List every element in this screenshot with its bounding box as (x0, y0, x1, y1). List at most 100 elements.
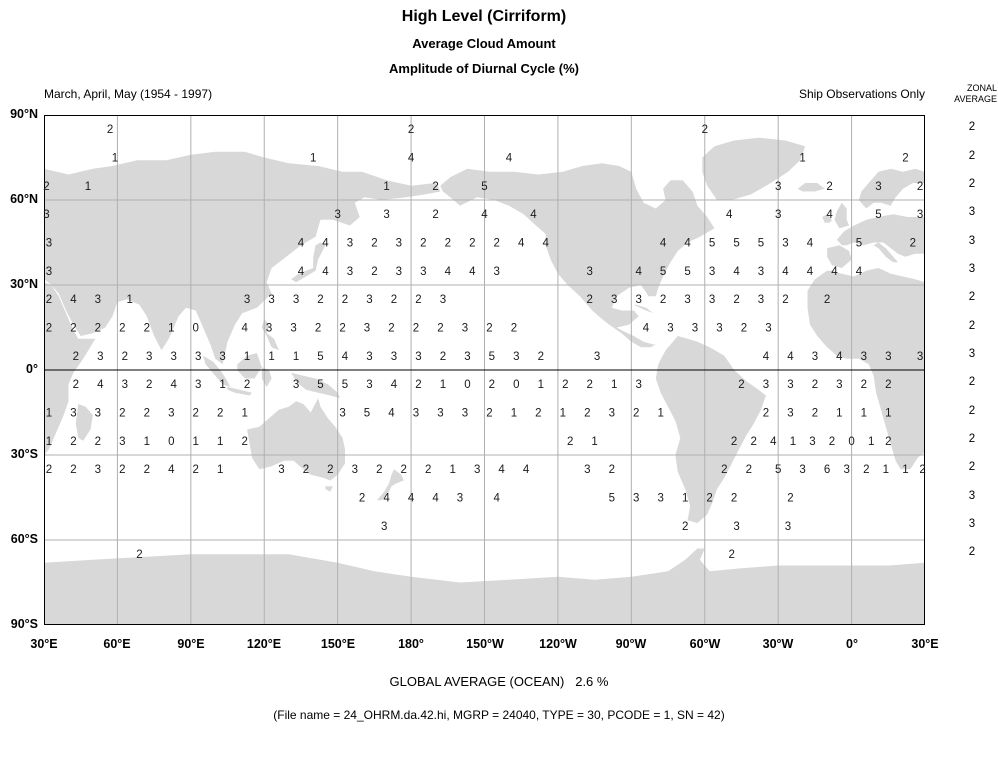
data-value: 4 (298, 238, 305, 250)
zonal-header-line2: AVERAGE (954, 93, 997, 104)
zonal-average-header: ZONAL AVERAGE (948, 83, 997, 104)
data-value: 2 (486, 323, 492, 335)
data-value: 4 (831, 266, 838, 278)
data-value: 3 (396, 238, 402, 250)
data-value: 3 (758, 294, 764, 306)
data-value: 4 (342, 351, 349, 363)
data-value: 4 (383, 493, 390, 505)
data-value: 1 (217, 436, 223, 448)
data-value: 0 (464, 379, 470, 391)
data-value: 3 (709, 266, 715, 278)
data-value: 3 (861, 351, 867, 363)
data-value: 3 (366, 379, 372, 391)
data-value: 2 (70, 464, 76, 476)
data-value: 4 (408, 493, 415, 505)
data-value: 2 (910, 238, 916, 250)
data-value: 3 (716, 323, 722, 335)
data-value: 2 (73, 379, 79, 391)
data-value: 2 (812, 379, 818, 391)
data-value: 3 (684, 294, 690, 306)
data-value: 1 (883, 464, 889, 476)
data-value: 2 (420, 238, 426, 250)
data-value: 2 (782, 294, 788, 306)
lon-axis-label: 120°W (539, 637, 577, 651)
land-shape (655, 336, 766, 523)
data-value: 2 (359, 493, 365, 505)
data-value: 0 (168, 436, 174, 448)
data-value: 3 (763, 379, 769, 391)
data-value: 3 (635, 294, 641, 306)
data-value: 3 (415, 351, 421, 363)
data-value: 3 (782, 238, 788, 250)
lon-axis-label: 150°E (320, 637, 356, 651)
data-value: 3 (352, 464, 358, 476)
data-value: 2 (826, 181, 832, 193)
data-value: 5 (875, 209, 881, 221)
chart-subtitle: Average Cloud Amount (412, 36, 556, 51)
data-value: 1 (790, 436, 796, 448)
data-value: 3 (594, 351, 600, 363)
data-value: 2 (885, 379, 891, 391)
data-value: 2 (445, 238, 451, 250)
zonal-average-value: 2 (968, 150, 976, 162)
data-value: 3 (97, 351, 103, 363)
land-shape (827, 245, 852, 268)
data-value: 3 (474, 464, 480, 476)
data-value: 2 (763, 408, 769, 420)
data-value: 4 (787, 351, 794, 363)
data-value: 3 (383, 209, 389, 221)
data-value: 4 (836, 351, 843, 363)
data-value: 3 (70, 408, 76, 420)
data-value: 1 (885, 408, 891, 420)
land-shape (702, 137, 806, 200)
data-value: 0 (848, 436, 854, 448)
data-value: 4 (168, 464, 175, 476)
land-shape (291, 372, 341, 399)
data-value: 4 (170, 379, 177, 391)
data-value: 1 (310, 153, 316, 165)
data-value: 5 (609, 493, 615, 505)
data-value: 4 (733, 266, 740, 278)
zonal-average-value: 3 (968, 490, 976, 502)
data-value: 2 (107, 124, 113, 136)
data-value: 3 (611, 294, 617, 306)
data-value: 1 (611, 379, 617, 391)
zonal-average-value: 2 (968, 121, 976, 133)
zonal-average-value: 2 (968, 291, 976, 303)
data-value: 3 (195, 351, 201, 363)
data-value: 3 (609, 408, 615, 420)
data-value: 4 (469, 266, 476, 278)
data-value: 1 (192, 436, 198, 448)
data-value: 1 (538, 379, 544, 391)
data-value: 5 (660, 266, 666, 278)
data-value: 5 (733, 238, 739, 250)
lat-axis-label: 90°S (10, 617, 38, 631)
data-value: 4 (542, 238, 549, 250)
data-value: 4 (660, 238, 667, 250)
data-value: 3 (586, 266, 592, 278)
data-value: 2 (144, 408, 150, 420)
data-value: 1 (293, 351, 299, 363)
data-value: 4 (807, 266, 814, 278)
data-value: 3 (513, 351, 519, 363)
land-shape (822, 214, 832, 223)
data-value: 3 (464, 351, 470, 363)
data-value: 1 (244, 351, 250, 363)
data-value: 1 (46, 408, 52, 420)
data-value: 2 (885, 436, 891, 448)
data-value: 3 (293, 294, 299, 306)
data-value: 2 (303, 464, 309, 476)
data-value: 2 (586, 379, 592, 391)
data-value: 5 (709, 238, 715, 250)
data-value: 2 (437, 323, 443, 335)
data-value: 3 (122, 379, 128, 391)
data-value: 2 (919, 464, 925, 476)
zonal-average-value: 3 (968, 235, 976, 247)
data-value: 3 (46, 266, 52, 278)
data-value: 4 (643, 323, 650, 335)
data-value: 3 (812, 351, 818, 363)
land-shape (633, 304, 654, 314)
data-value: 3 (462, 408, 468, 420)
data-value: 4 (408, 153, 415, 165)
data-value: 1 (46, 436, 52, 448)
